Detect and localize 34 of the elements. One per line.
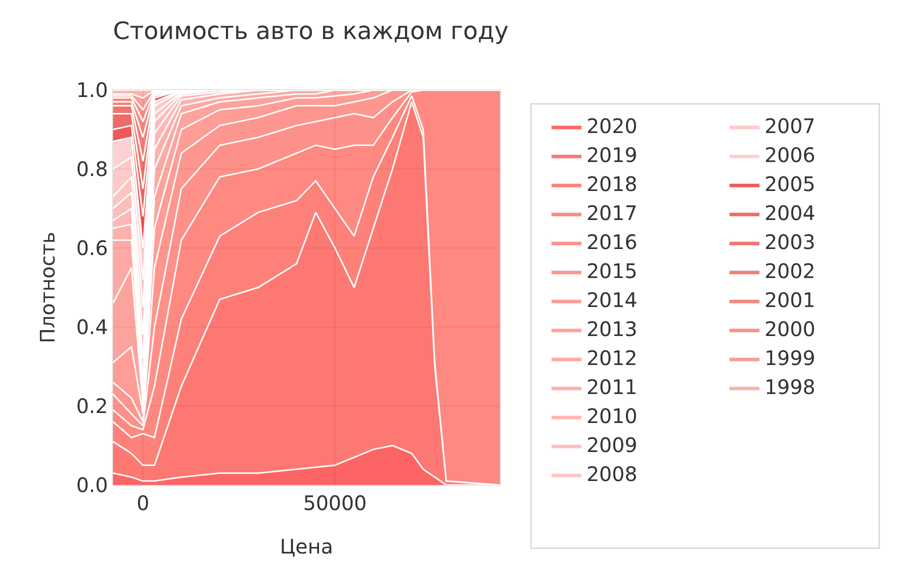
legend-label: 2015 xyxy=(586,259,638,284)
y-tick-label: 0.6 xyxy=(76,236,108,260)
legend-label: 2000 xyxy=(764,317,816,342)
x-tick-label: 0 xyxy=(136,491,150,515)
legend-label: 2014 xyxy=(586,288,638,312)
y-axis-title: Плотность xyxy=(36,232,60,344)
legend-label: 2003 xyxy=(764,230,816,254)
y-tick-label: 0.2 xyxy=(76,394,108,418)
legend-label: 2009 xyxy=(586,433,638,458)
legend-label: 2020 xyxy=(586,114,638,138)
y-tick-label: 0.4 xyxy=(76,315,108,339)
legend-label: 2002 xyxy=(764,259,816,284)
legend-label: 2008 xyxy=(586,462,638,486)
legend-label: 1999 xyxy=(764,346,816,370)
legend-label: 2010 xyxy=(586,404,638,428)
y-tick-label: 0.0 xyxy=(76,473,108,497)
x-tick-label: 50000 xyxy=(303,491,367,515)
legend-label: 2007 xyxy=(764,114,816,138)
y-tick-label: 0.8 xyxy=(76,157,108,181)
legend-label: 2012 xyxy=(586,346,638,370)
legend-label: 2011 xyxy=(586,375,638,400)
x-axis-title: Цена xyxy=(280,534,334,558)
legend-label: 2016 xyxy=(586,230,638,254)
legend-label: 2004 xyxy=(764,201,816,226)
legend-label: 2005 xyxy=(764,172,816,196)
chart-title: Стоимость авто в каждом году xyxy=(113,16,509,45)
legend-label: 2013 xyxy=(586,317,638,342)
legend-label: 2001 xyxy=(764,288,816,312)
legend-label: 2019 xyxy=(586,143,638,168)
legend-label: 2018 xyxy=(586,172,638,196)
legend-label: 2006 xyxy=(764,143,816,168)
y-tick-label: 1.0 xyxy=(76,78,108,102)
legend-label: 1998 xyxy=(764,375,816,400)
legend-label: 2017 xyxy=(586,201,638,226)
